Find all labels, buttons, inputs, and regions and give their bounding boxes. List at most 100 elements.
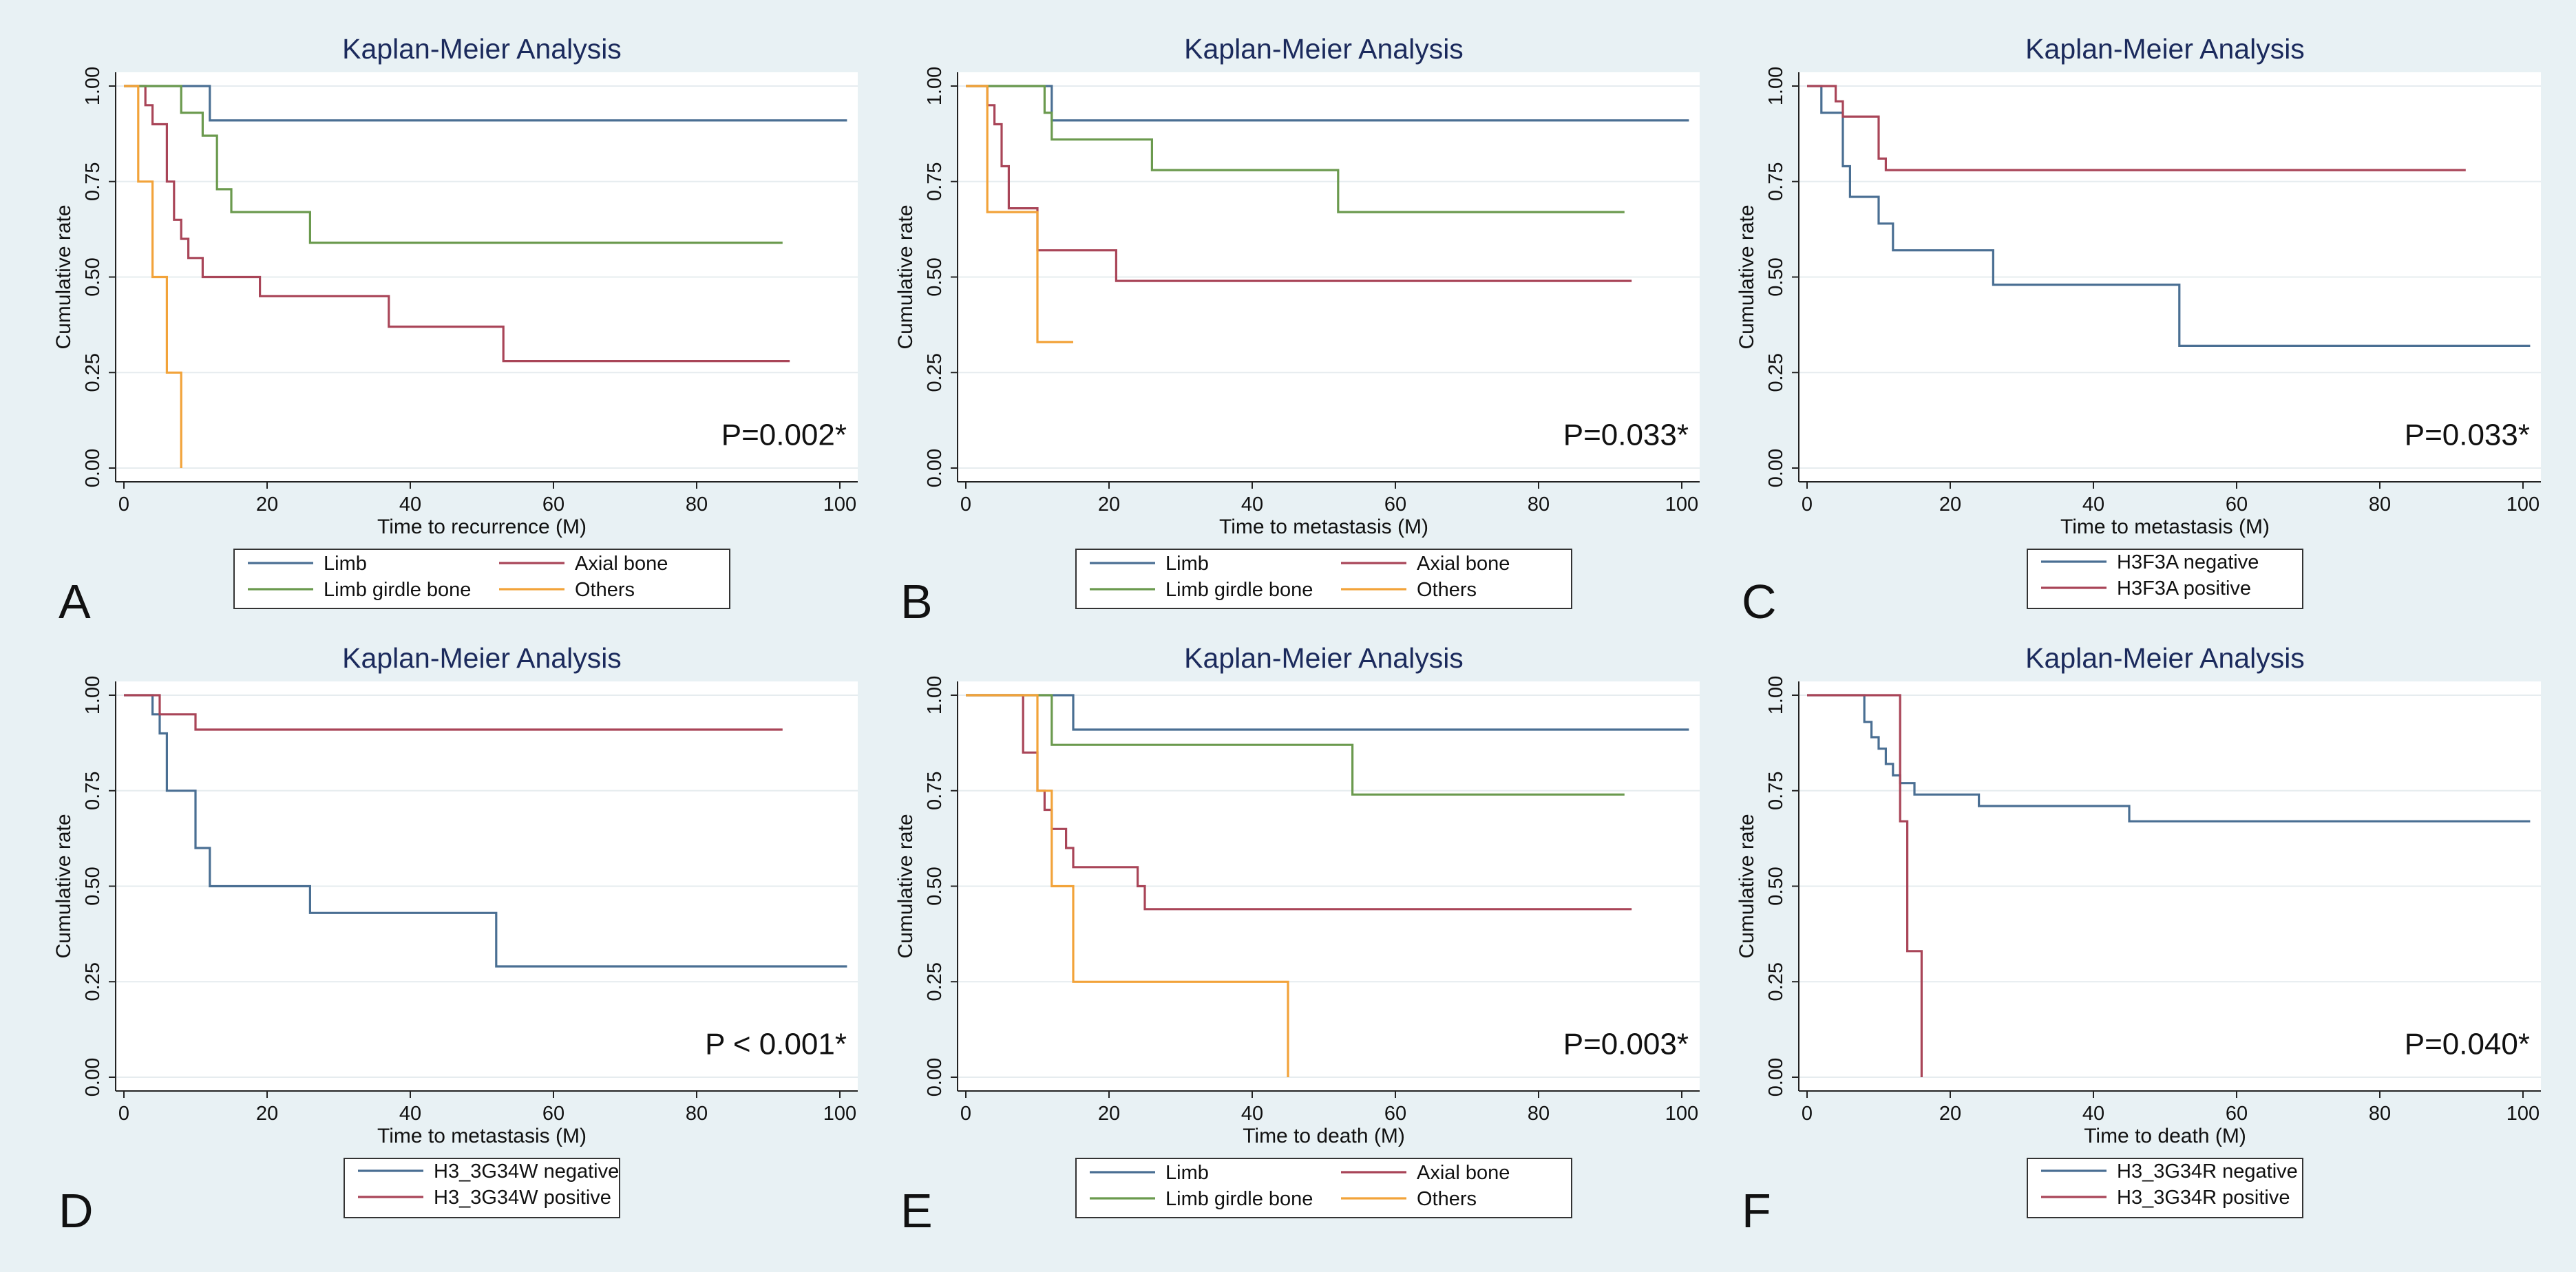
legend-item-label: H3_3G34W positive: [434, 1187, 611, 1209]
y-tick-label: 0.25: [924, 353, 946, 392]
legend-item-label: H3F3A negative: [2117, 551, 2259, 573]
panel-letter: D: [59, 1184, 94, 1238]
km-curve-axial-bone: [124, 85, 790, 363]
y-axis-label: Cumulative rate: [1735, 204, 1758, 349]
x-tick-label: 0: [960, 494, 971, 516]
chart-title: Kaplan-Meier Analysis: [342, 33, 622, 65]
x-tick-label: 40: [1241, 494, 1263, 516]
km-curve-others: [124, 85, 182, 468]
x-tick-label: 100: [823, 494, 856, 516]
x-axis-label: Time to metastasis (M): [2060, 516, 2270, 538]
legend-item-label: Limb girdle bone: [324, 579, 471, 601]
panel-d: 0.00 0.25 0.50 0.75 1.00 0 20 40 60 80 100 Kaplan-M…: [52, 642, 858, 1238]
x-axis-label: Time to metastasis (M): [1219, 516, 1428, 538]
panel-letter: B: [900, 575, 933, 628]
p-value-label: P=0.040*: [2405, 1028, 2530, 1061]
y-tick-label: 0.75: [1765, 772, 1787, 810]
x-tick-label: 60: [2226, 1103, 2248, 1125]
x-tick-label: 40: [399, 1103, 421, 1125]
km-curve-axial-bone: [966, 85, 1632, 282]
x-tick-label: 100: [1665, 494, 1698, 516]
y-axis-label: Cumulative rate: [894, 814, 917, 958]
x-axis-label: Time to death (M): [1243, 1125, 1405, 1147]
x-tick-label: 60: [542, 494, 564, 516]
km-curve-h3-3g34w-negative: [124, 694, 847, 968]
legend-box: [1075, 1158, 1572, 1218]
x-tick-label: 0: [118, 1103, 129, 1125]
y-tick-label: 0.00: [82, 449, 104, 487]
x-tick-label: 20: [256, 494, 278, 516]
x-tick-label: 20: [1098, 1103, 1120, 1125]
x-tick-label: 20: [1939, 1103, 1961, 1125]
legend-box: [1075, 549, 1572, 609]
y-tick-label: 1.00: [82, 676, 104, 714]
x-tick-label: 60: [2226, 494, 2248, 516]
panel-b: 0.00 0.25 0.50 0.75 1.00 0 20 40 60 80 100 Kaplan-M…: [894, 33, 1700, 628]
km-curve-h3-3g34r-positive: [1807, 694, 1923, 1077]
legend-item-label: Others: [575, 579, 635, 601]
legend-box: [2027, 1158, 2303, 1218]
legend: H3_3G34R negative H3_3G34R positive: [2027, 1158, 2303, 1218]
panel-letter: F: [1742, 1184, 1771, 1238]
y-axis-label: Cumulative rate: [52, 204, 75, 349]
p-value-label: P=0.002*: [721, 418, 847, 452]
y-tick-label: 0.25: [924, 962, 946, 1001]
x-tick-label: 20: [1939, 494, 1961, 516]
y-tick-label: 0.75: [924, 772, 946, 810]
km-curve-h3f3a-positive: [1807, 85, 2466, 171]
x-tick-label: 100: [2506, 1103, 2540, 1125]
legend: H3F3A negative H3F3A positive: [2027, 549, 2303, 609]
y-tick-label: 0.75: [82, 162, 104, 201]
chart-title: Kaplan-Meier Analysis: [1184, 33, 1464, 65]
p-value-label: P=0.003*: [1563, 1028, 1689, 1061]
km-curve-others: [966, 694, 1289, 1077]
y-tick-label: 0.25: [82, 962, 104, 1001]
x-tick-label: 0: [1802, 1103, 1813, 1125]
y-tick-label: 0.00: [1765, 449, 1787, 487]
x-tick-label: 100: [823, 1103, 856, 1125]
legend: Limb Axial bone Limb girdle bone Others: [233, 549, 730, 609]
x-tick-label: 60: [542, 1103, 564, 1125]
y-tick-label: 1.00: [1765, 676, 1787, 714]
x-tick-label: 80: [2369, 494, 2391, 516]
km-curve-h3-3g34r-negative: [1807, 694, 2531, 823]
legend-item-label: Limb: [324, 553, 367, 575]
chart-title: Kaplan-Meier Analysis: [342, 642, 622, 674]
y-tick-label: 0.00: [924, 449, 946, 487]
legend-box: [2027, 549, 2303, 609]
x-tick-label: 80: [686, 494, 708, 516]
x-tick-label: 40: [399, 494, 421, 516]
y-tick-label: 0.75: [82, 772, 104, 810]
y-axis-label: Cumulative rate: [52, 814, 75, 958]
km-curve-h3-3g34w-positive: [124, 694, 783, 731]
x-tick-label: 60: [1384, 494, 1406, 516]
x-tick-label: 0: [1802, 494, 1813, 516]
x-tick-label: 80: [1528, 494, 1550, 516]
legend-item-label: H3F3A positive: [2117, 577, 2251, 600]
x-tick-label: 20: [1098, 494, 1120, 516]
p-value-label: P=0.033*: [2405, 418, 2530, 452]
panel-c: 0.00 0.25 0.50 0.75 1.00 0 20 40 60 80 100 Kaplan-M…: [1735, 33, 2541, 628]
y-tick-label: 0.50: [1765, 867, 1787, 905]
chart-title: Kaplan-Meier Analysis: [1184, 642, 1464, 674]
legend-item-label: Limb girdle bone: [1165, 579, 1313, 601]
p-value-label: P=0.033*: [1563, 418, 1689, 452]
x-tick-label: 0: [960, 1103, 971, 1125]
chart-title: Kaplan-Meier Analysis: [2025, 642, 2305, 674]
y-tick-label: 0.00: [1765, 1058, 1787, 1096]
legend-item-label: Limb: [1165, 553, 1209, 575]
legend-box: [344, 1158, 620, 1218]
x-tick-label: 40: [2082, 494, 2104, 516]
panel-letter: A: [59, 575, 91, 628]
y-tick-label: 0.75: [924, 162, 946, 201]
km-curve-limb-girdle-bone: [124, 85, 783, 244]
legend-item-label: Limb girdle bone: [1165, 1188, 1313, 1210]
panel-letter: E: [900, 1184, 933, 1238]
km-curve-limb-girdle-bone: [966, 85, 1625, 213]
y-axis-label: Cumulative rate: [1735, 814, 1758, 958]
y-tick-label: 0.50: [1765, 257, 1787, 296]
x-axis-label: Time to death (M): [2084, 1125, 2246, 1147]
legend-item-label: H3_3G34W negative: [434, 1160, 619, 1183]
y-tick-label: 0.25: [82, 353, 104, 392]
